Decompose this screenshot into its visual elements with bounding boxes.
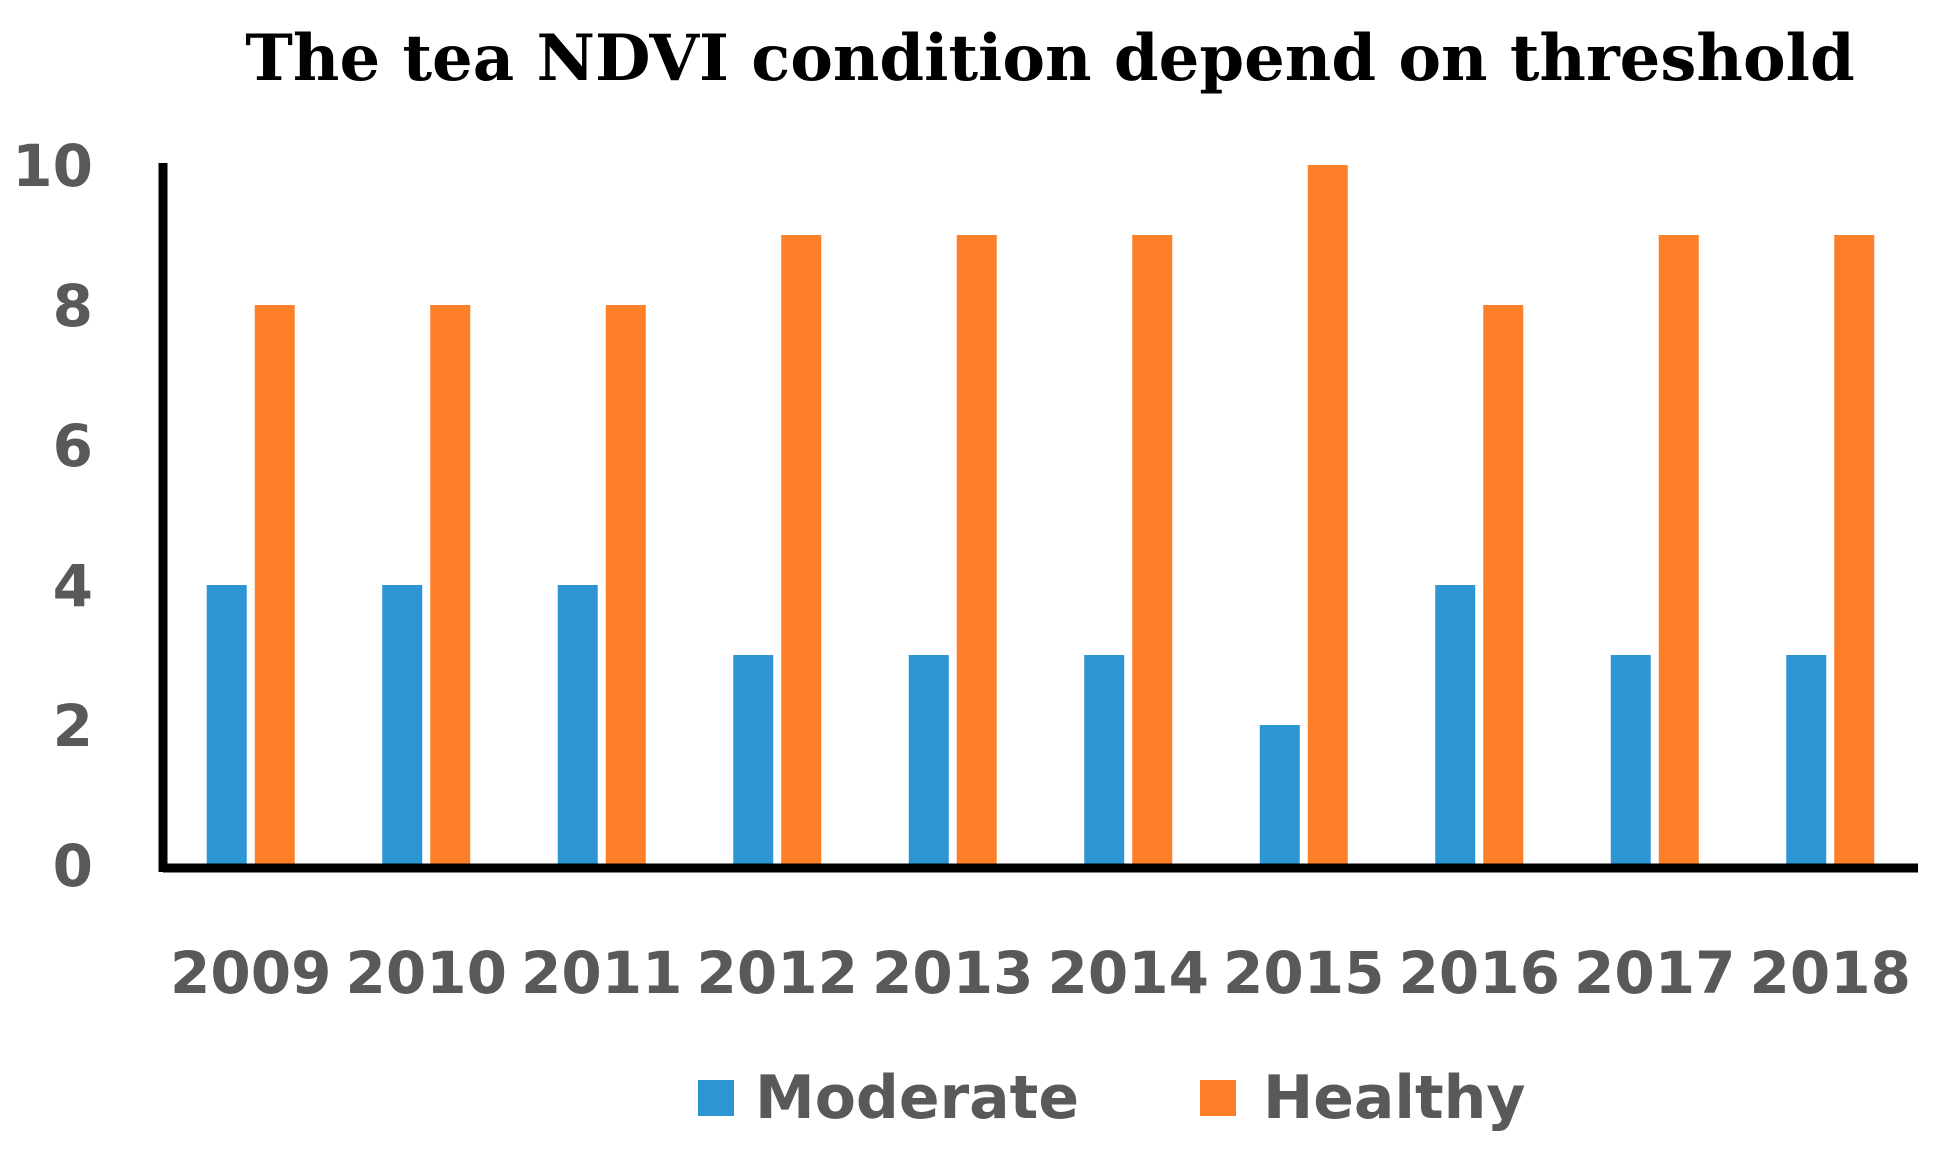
bar-moderate-2010 bbox=[382, 585, 423, 865]
bar-healthy-2012 bbox=[781, 235, 822, 865]
y-axis-tick-labels: 0 2 4 6 8 10 bbox=[12, 132, 93, 900]
bar-moderate-2011 bbox=[557, 585, 598, 865]
bar-healthy-2010 bbox=[430, 305, 471, 865]
x-tick-label: 2016 bbox=[1399, 939, 1560, 1007]
chart-title: The tea NDVI condition depend on thresho… bbox=[245, 21, 1854, 96]
x-tick-label: 2018 bbox=[1750, 939, 1911, 1007]
y-tick-label: 8 bbox=[53, 272, 93, 340]
bar-healthy-2016 bbox=[1483, 305, 1524, 865]
legend: Moderate Healthy bbox=[698, 1063, 1525, 1133]
bar-healthy-2015 bbox=[1307, 165, 1348, 865]
x-tick-label: 2015 bbox=[1223, 939, 1384, 1007]
bar-healthy-2017 bbox=[1658, 235, 1699, 865]
legend-label-healthy: Healthy bbox=[1263, 1063, 1525, 1133]
bar-healthy-2011 bbox=[605, 305, 646, 865]
y-tick-label: 4 bbox=[53, 552, 93, 620]
bar-moderate-2012 bbox=[733, 655, 774, 865]
y-tick-label: 6 bbox=[53, 412, 93, 480]
x-tick-label: 2011 bbox=[521, 939, 682, 1007]
bar-moderate-2018 bbox=[1786, 655, 1827, 865]
bar-healthy-2014 bbox=[1132, 235, 1173, 865]
bars bbox=[206, 165, 1875, 865]
x-tick-label: 2012 bbox=[697, 939, 858, 1007]
y-tick-label: 2 bbox=[53, 692, 93, 760]
bar-moderate-2017 bbox=[1610, 655, 1651, 865]
bar-moderate-2014 bbox=[1084, 655, 1125, 865]
bar-healthy-2013 bbox=[956, 235, 997, 865]
bar-moderate-2015 bbox=[1259, 725, 1300, 865]
y-tick-label: 0 bbox=[53, 832, 93, 900]
x-tick-label: 2009 bbox=[170, 939, 331, 1007]
bar-moderate-2009 bbox=[206, 585, 247, 865]
x-axis-tick-labels: 2009 2010 2011 2012 2013 2014 2015 2016 2017 2018 bbox=[170, 939, 1911, 1007]
bar-healthy-2018 bbox=[1834, 235, 1875, 865]
bar-moderate-2016 bbox=[1435, 585, 1476, 865]
bar-moderate-2013 bbox=[908, 655, 949, 865]
bar-healthy-2009 bbox=[254, 305, 295, 865]
x-tick-label: 2014 bbox=[1048, 939, 1209, 1007]
y-tick-label: 10 bbox=[12, 132, 93, 200]
x-tick-label: 2017 bbox=[1574, 939, 1735, 1007]
legend-swatch-moderate bbox=[698, 1080, 734, 1116]
legend-swatch-healthy bbox=[1200, 1080, 1236, 1116]
x-tick-label: 2010 bbox=[346, 939, 507, 1007]
legend-label-moderate: Moderate bbox=[755, 1063, 1079, 1133]
x-tick-label: 2013 bbox=[872, 939, 1033, 1007]
